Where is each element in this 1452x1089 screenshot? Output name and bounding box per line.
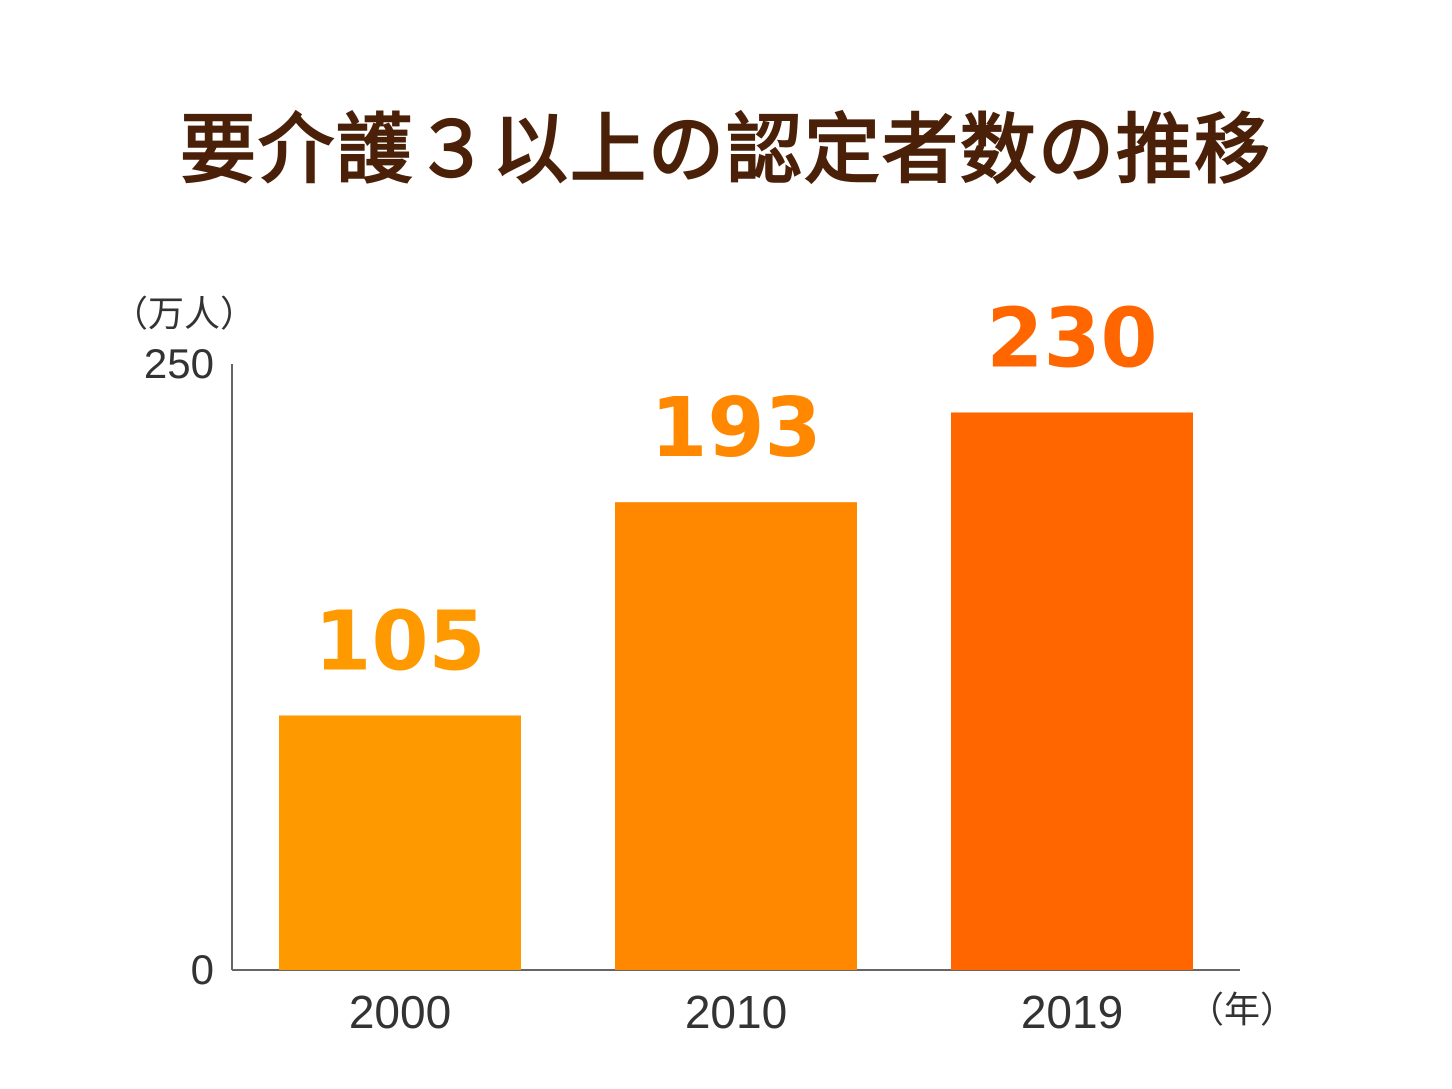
data-label-2010: 193	[650, 381, 821, 476]
bar-2010	[615, 502, 857, 970]
bar-2019	[951, 412, 1193, 971]
y-tick-label: 250	[144, 340, 214, 387]
x-tick-label-2019: 2019	[1021, 986, 1123, 1038]
y-axis-unit-label: （万人）	[112, 293, 256, 334]
bar-2000	[279, 715, 521, 970]
x-tick-label-2000: 2000	[349, 986, 451, 1038]
y-tick-label: 0	[191, 946, 214, 993]
x-tick-label-2010: 2010	[685, 986, 787, 1038]
data-label-2000: 105	[314, 594, 485, 689]
x-axis-unit-label: （年）	[1188, 989, 1296, 1030]
data-label-2019: 230	[986, 291, 1157, 386]
chart-title: 要介護３以上の認定者数の推移	[180, 105, 1272, 194]
